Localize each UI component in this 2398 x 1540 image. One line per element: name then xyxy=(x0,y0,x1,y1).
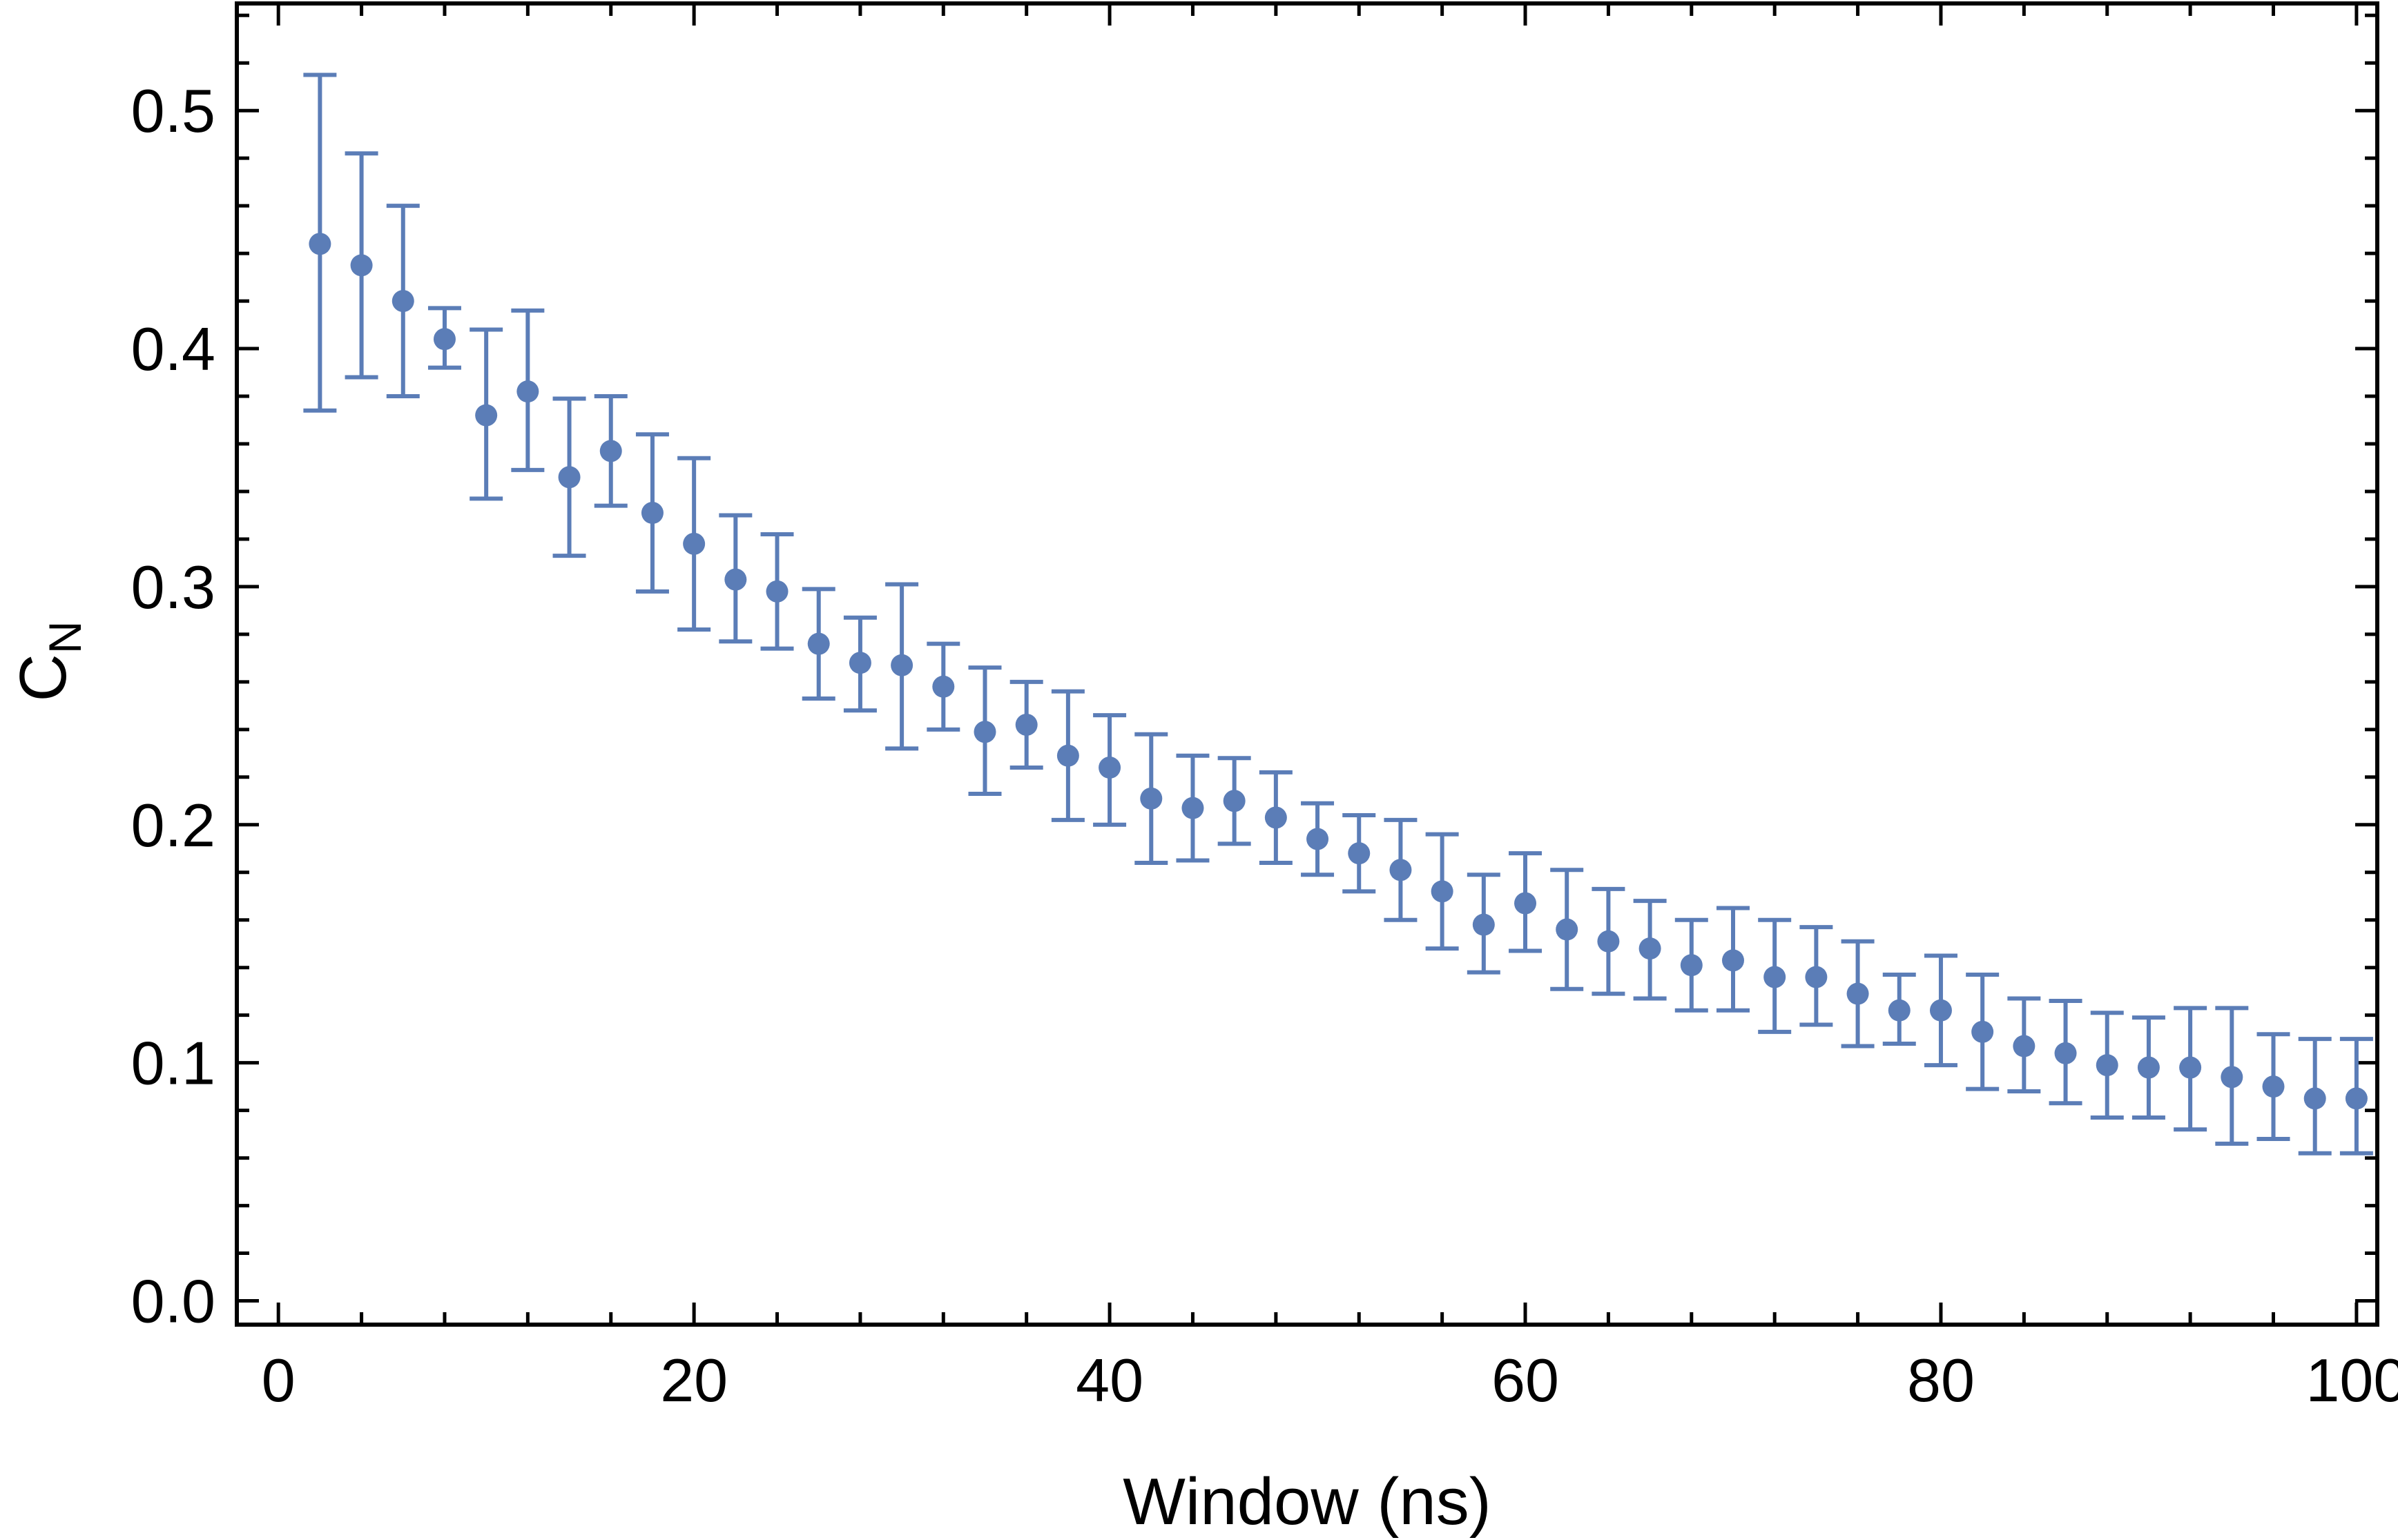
y-axis-title-subscript: N xyxy=(39,621,90,654)
data-points xyxy=(309,233,2368,1110)
data-point xyxy=(1223,790,1246,812)
plot-frame xyxy=(235,1,2379,1327)
data-point xyxy=(1971,1020,1994,1043)
data-point xyxy=(475,404,498,427)
data-point xyxy=(1929,999,1952,1022)
data-point xyxy=(2345,1087,2368,1110)
x-tick-label: 100 xyxy=(2305,1346,2398,1414)
data-point xyxy=(1680,954,1703,977)
x-tick-label: 0 xyxy=(262,1346,296,1414)
data-point xyxy=(1181,797,1204,819)
data-point xyxy=(1264,806,1287,829)
data-point xyxy=(1721,949,1744,972)
y-tick-label: 0.5 xyxy=(131,77,215,145)
data-point xyxy=(1389,859,1412,881)
data-point xyxy=(807,632,830,655)
data-point xyxy=(974,721,996,743)
data-point xyxy=(1056,744,1079,767)
data-point xyxy=(1805,966,1828,988)
data-point xyxy=(724,568,747,591)
data-point xyxy=(558,466,581,489)
data-point xyxy=(1514,892,1537,915)
data-point xyxy=(1099,757,1121,779)
data-point xyxy=(1638,937,1661,960)
data-point xyxy=(2303,1087,2326,1110)
y-tick-label: 0.3 xyxy=(131,553,215,621)
data-point xyxy=(1556,918,1578,941)
y-tick-label: 0.1 xyxy=(131,1029,215,1098)
data-point xyxy=(1472,913,1495,936)
data-point xyxy=(2221,1066,2243,1089)
data-point xyxy=(516,380,539,403)
data-point xyxy=(1015,713,1038,736)
data-point xyxy=(391,290,414,313)
data-point xyxy=(2054,1042,2077,1064)
data-point xyxy=(599,440,622,462)
data-point xyxy=(350,254,373,277)
y-tick-label: 0.0 xyxy=(131,1267,215,1336)
data-point xyxy=(2137,1056,2160,1079)
data-point xyxy=(932,675,955,698)
data-point xyxy=(1348,842,1371,865)
data-point xyxy=(1140,787,1163,810)
x-tick-label: 40 xyxy=(1076,1346,1143,1414)
data-point xyxy=(433,328,456,351)
y-tick-labels: 0.0 0.1 0.2 0.3 0.4 0.5 xyxy=(131,77,215,1335)
y-tick-label: 0.4 xyxy=(131,315,215,383)
data-point xyxy=(2179,1056,2202,1079)
data-point xyxy=(2013,1035,2036,1057)
data-point xyxy=(309,233,331,255)
x-tick-label: 20 xyxy=(660,1346,728,1414)
data-point xyxy=(1597,930,1620,953)
data-point xyxy=(1306,828,1329,850)
data-point xyxy=(683,532,706,555)
x-tick-labels: 0 20 40 60 80 100 xyxy=(262,1346,2398,1414)
data-point xyxy=(891,654,913,676)
x-axis-title: Window (ns) xyxy=(1123,1465,1491,1539)
data-point xyxy=(2096,1054,2118,1077)
y-axis-title-main: C xyxy=(6,654,80,701)
x-tick-label: 80 xyxy=(1907,1346,1975,1414)
data-point xyxy=(641,502,664,525)
y-axis-title: CN xyxy=(6,621,90,702)
data-point xyxy=(1763,966,1786,988)
axis-ticks xyxy=(237,3,2377,1325)
data-point xyxy=(2262,1075,2285,1098)
data-point xyxy=(1888,999,1911,1022)
x-tick-label: 60 xyxy=(1491,1346,1559,1414)
error-bars xyxy=(303,72,2373,1156)
data-point xyxy=(1431,880,1453,903)
data-point xyxy=(849,652,871,674)
y-tick-label: 0.2 xyxy=(131,791,215,859)
data-point xyxy=(766,580,789,603)
data-point xyxy=(1846,982,1869,1005)
